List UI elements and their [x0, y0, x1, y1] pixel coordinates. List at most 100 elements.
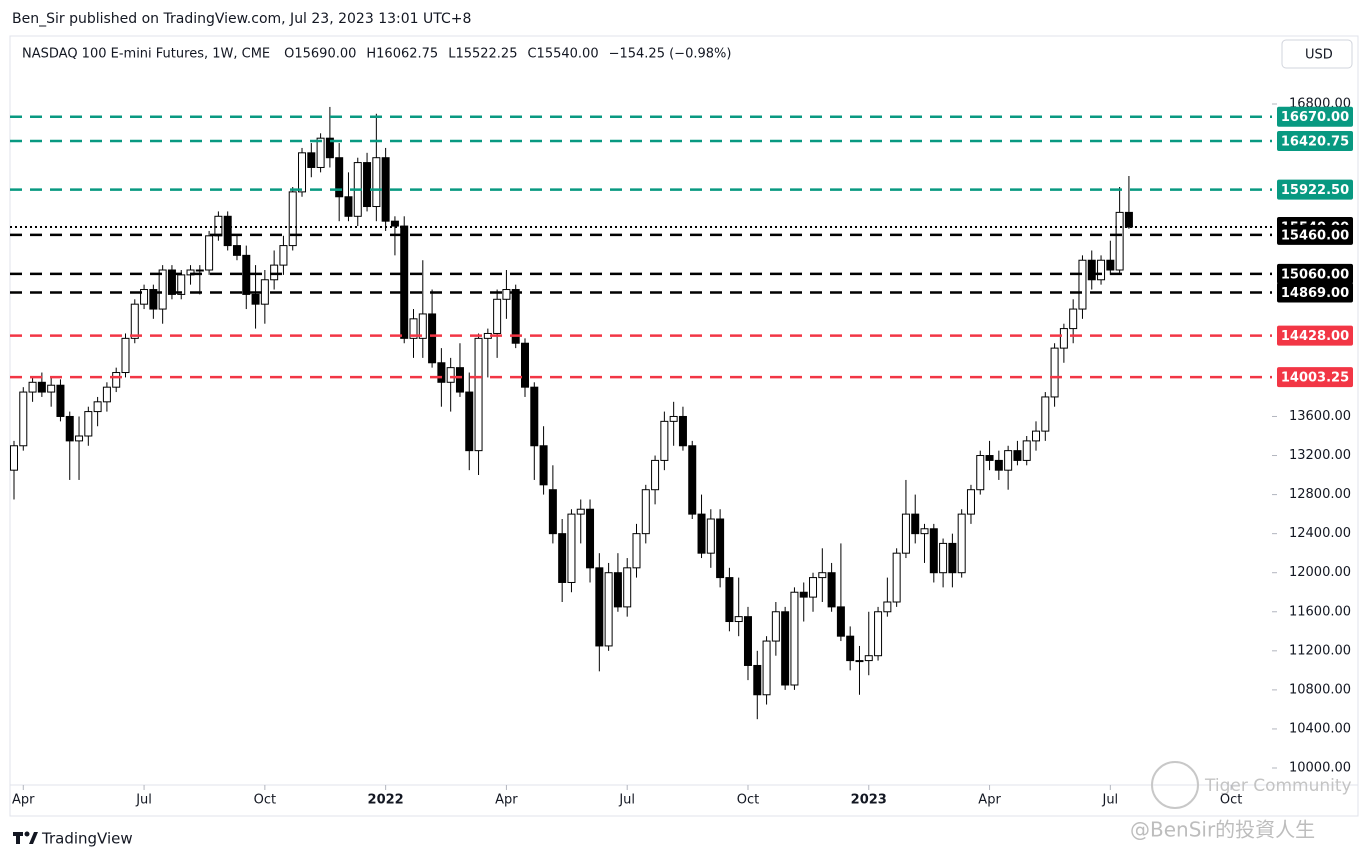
candle-body: [298, 152, 307, 193]
candle-body: [864, 655, 873, 662]
candle-body: [428, 313, 437, 364]
candle-body: [613, 572, 622, 608]
brand-logo: [13, 831, 38, 844]
candle-body: [372, 157, 381, 208]
candle-body: [1050, 347, 1059, 398]
price-level-label: 15922.50: [1281, 183, 1349, 198]
candle-body: [929, 528, 938, 574]
candle-body: [260, 279, 269, 305]
price-level-box: [1277, 282, 1353, 303]
y-tick-label: 13200.00: [1289, 448, 1351, 463]
candle-body: [1013, 450, 1022, 461]
candle-body: [455, 367, 464, 393]
candle-body: [623, 567, 632, 608]
legend-value: C15540.00: [527, 47, 598, 62]
price-level-box: [1277, 224, 1353, 245]
candle-body: [363, 162, 372, 208]
watermark-logo: [1151, 761, 1199, 809]
candle-body: [892, 552, 901, 603]
legend: NASDAQ 100 E-mini Futures, 1W, CME O15690…: [22, 47, 731, 62]
x-tick-label: Apr: [495, 793, 518, 808]
candle-body: [651, 459, 660, 491]
candle-body: [818, 572, 827, 579]
currency-button[interactable]: [1281, 39, 1353, 69]
candle-body: [1059, 328, 1068, 349]
candle-body: [65, 415, 74, 442]
legend-value: H16062.75: [366, 47, 438, 62]
price-level-label: 15460.00: [1281, 228, 1349, 243]
candle-body: [855, 660, 864, 663]
candle-body: [994, 459, 1003, 471]
candle-body: [381, 157, 390, 222]
currency[interactable]: USD: [1305, 48, 1333, 63]
frame: [9, 35, 1359, 817]
candle-body: [799, 591, 808, 598]
candle-body: [242, 254, 251, 295]
candle-body: [75, 435, 84, 442]
price-level-box: [1277, 367, 1353, 388]
candle-body: [521, 342, 530, 388]
x-tick-label: Oct: [254, 793, 276, 808]
candle-body: [205, 235, 214, 271]
candle-body: [112, 372, 121, 388]
candle-body: [307, 152, 316, 168]
y-tick-label: 13600.00: [1289, 409, 1351, 424]
candle-body: [725, 577, 734, 623]
candle-body: [790, 591, 799, 686]
candle-body: [279, 245, 288, 266]
candle-body: [976, 455, 985, 491]
candle-body: [390, 220, 399, 227]
candle-body: [400, 225, 409, 339]
candle-body: [678, 415, 687, 447]
candle-body: [121, 337, 130, 374]
candle-body: [660, 420, 669, 461]
candle-body: [530, 386, 539, 447]
candle-body: [130, 303, 139, 339]
candle-body: [762, 640, 771, 696]
candle-body: [84, 411, 93, 437]
candle-body: [1124, 211, 1133, 228]
candle-body: [56, 384, 65, 417]
candle-body: [195, 269, 204, 272]
candle-body: [883, 601, 892, 613]
x-tick-label: Jul: [1101, 793, 1118, 808]
y-tick-label: 11200.00: [1289, 643, 1351, 658]
candle-body: [493, 298, 502, 334]
price-level-label: 14869.00: [1281, 286, 1349, 301]
y-tick-label: 10800.00: [1289, 682, 1351, 697]
candle-body: [836, 606, 845, 637]
candle-body: [223, 215, 232, 247]
candle-body: [465, 391, 474, 452]
candle-body: [688, 445, 697, 515]
candle-body: [753, 664, 762, 696]
x-tick-label: 2023: [851, 793, 887, 808]
y-tick-label: 10400.00: [1289, 721, 1351, 736]
candle-body: [539, 445, 548, 486]
candle-body: [418, 313, 427, 339]
candle-body: [1115, 211, 1124, 271]
watermark: Tiger Community: [1204, 776, 1352, 796]
x-tick-label: 2022: [368, 793, 404, 808]
candle-body: [9, 445, 18, 471]
candle-body: [957, 513, 966, 574]
price-level-label: 16670.00: [1281, 110, 1349, 125]
candle-body: [1004, 450, 1013, 471]
y-tick-label: 12000.00: [1289, 565, 1351, 580]
candle-body: [167, 269, 176, 295]
candle-body: [911, 513, 920, 535]
candle-body: [1078, 259, 1087, 310]
candle-body: [409, 318, 418, 339]
candle-body: [576, 508, 585, 515]
candle-body: [19, 391, 28, 447]
candle-body: [1097, 259, 1106, 281]
candle-body: [716, 518, 725, 579]
y-tick-label: 12400.00: [1289, 526, 1351, 541]
candle-body: [595, 567, 604, 647]
price-level-box: [1277, 179, 1353, 200]
candle-body: [586, 508, 595, 569]
candle-body: [632, 533, 641, 569]
candle-body: [604, 572, 613, 647]
x-tick-label: Jul: [135, 793, 152, 808]
candle-body: [771, 611, 780, 642]
